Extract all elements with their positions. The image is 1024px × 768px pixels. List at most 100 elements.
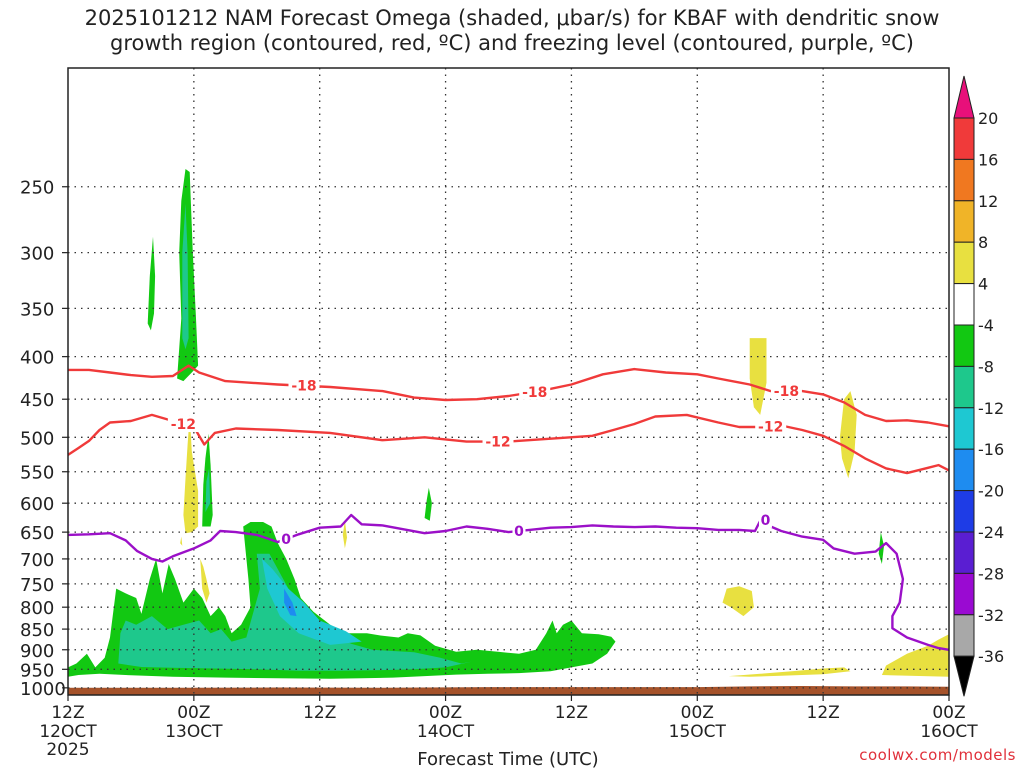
terrain xyxy=(68,686,949,695)
omega-pos-snow-4 xyxy=(180,536,183,546)
omega-pos-snow-2 xyxy=(200,558,210,603)
x-tick-label-84: 00Z xyxy=(932,703,965,723)
colorbar-label--8: -8 xyxy=(978,357,994,376)
colorbar-label--24: -24 xyxy=(978,523,1004,542)
colorbar-band--28 xyxy=(953,531,975,574)
y-tick-label-300: 300 xyxy=(20,244,54,265)
dendritic-lower-label-1: -12 xyxy=(485,435,510,451)
dendritic-upper-label-1: -18 xyxy=(522,385,547,401)
x-tick-label-24: 12Z xyxy=(303,703,336,723)
dendritic-lower-label-bg-0 xyxy=(167,416,199,433)
y-tick-label-1000: 1000 xyxy=(20,679,66,700)
x-tick-year-0: 2025 xyxy=(46,740,89,760)
freezing-level-line xyxy=(67,513,950,651)
colorbar-band-8 xyxy=(953,200,975,243)
dendritic-upper-label-bg-2 xyxy=(770,383,802,400)
plot-frame xyxy=(67,67,950,696)
grid-layer xyxy=(68,68,949,695)
freezing-level-label-bg-1 xyxy=(512,523,526,540)
colorbar-label--36: -36 xyxy=(978,647,1004,666)
y-tick-label-700: 700 xyxy=(20,550,54,571)
x-tick-label-48: 12Z xyxy=(555,703,588,723)
dendritic-upper-label-bg-1 xyxy=(519,383,551,400)
y-tick-label-600: 600 xyxy=(20,494,54,515)
credit-text: coolwx.com/models xyxy=(859,746,1016,764)
shaded-omega-layer xyxy=(68,169,949,695)
x-tick-date-36: 14OCT xyxy=(417,722,475,742)
omega-mid-spike-core xyxy=(205,468,211,513)
colorbar-band--8 xyxy=(953,324,975,367)
omega-pos-bottom-1 xyxy=(728,667,851,677)
omega-pos-right-low xyxy=(722,586,754,617)
omega-small-600 xyxy=(424,487,432,521)
y-tick-label-750: 750 xyxy=(20,575,54,596)
y-tick-label-850: 850 xyxy=(20,620,54,641)
omega-pos-snow-3 xyxy=(342,520,347,549)
colorbar-band--4 xyxy=(953,283,975,326)
y-tick-label-900: 900 xyxy=(20,641,54,662)
x-tick-date-0: 12OCT xyxy=(39,722,97,742)
freezing-level-label-bg-0 xyxy=(279,530,293,547)
dendritic-lower-label-bg-1 xyxy=(482,433,514,450)
dendritic-upper-line xyxy=(68,364,950,428)
colorbar-label--16: -16 xyxy=(978,440,1004,459)
x-tick-label-0: 12Z xyxy=(51,703,84,723)
colorbar-band--24 xyxy=(953,490,975,533)
colorbar-label--28: -28 xyxy=(978,564,1004,583)
colorbar-label--32: -32 xyxy=(978,606,1004,625)
contour-layer: -18 -18 -18 -12 -12 -12 0 0 0 xyxy=(67,364,950,651)
colorbar-label-20: 20 xyxy=(978,109,998,128)
dendritic-upper-label-bg-0 xyxy=(288,377,320,394)
y-tick-label-450: 450 xyxy=(20,390,54,411)
x-tick-label-72: 12Z xyxy=(807,703,840,723)
x-tick-date-60: 15OCT xyxy=(669,722,727,742)
y-tick-label-650: 650 xyxy=(20,523,54,544)
colorbar-label-8: 8 xyxy=(978,233,988,252)
colorbar-band-12 xyxy=(953,158,975,202)
dendritic-lower-label-2: -12 xyxy=(758,419,783,435)
y-tick-label-500: 500 xyxy=(20,428,54,449)
x-tick-label-36: 00Z xyxy=(429,703,462,723)
x-tick-label-60: 00Z xyxy=(681,703,714,723)
colorbar-band-top xyxy=(953,75,975,119)
axes-layer: 2503003504004505005506006507007508008509… xyxy=(20,67,978,760)
dendritic-lower-line xyxy=(67,413,950,475)
y-tick-label-350: 350 xyxy=(20,299,54,320)
y-tick-label-250: 250 xyxy=(20,178,54,199)
y-tick-label-800: 800 xyxy=(20,598,54,619)
colorbar-band--12 xyxy=(953,365,975,409)
omega-lower-core2 xyxy=(262,558,362,645)
colorbar-band--36 xyxy=(953,614,975,657)
omega-pos-bottom-2 xyxy=(881,634,949,677)
freezing-level-label-2: 0 xyxy=(761,513,771,529)
dendritic-lower-label-bg-2 xyxy=(755,418,787,435)
freezing-level-label-bg-2 xyxy=(758,511,772,528)
dendritic-upper-label-2: -18 xyxy=(774,384,799,400)
y-tick-label-950: 950 xyxy=(20,660,54,681)
colorbar-band--20 xyxy=(953,448,975,492)
colorbar-label-4: 4 xyxy=(978,275,988,294)
colorbar-band-bottom xyxy=(953,655,975,697)
omega-pos-upper-right xyxy=(749,338,767,415)
colorbar-label--20: -20 xyxy=(978,482,1004,501)
colorbar-band--32 xyxy=(953,572,975,616)
omega-pos-right-mid xyxy=(839,391,857,479)
omega-lower-core3 xyxy=(284,588,297,617)
colorbar-band-4 xyxy=(953,241,975,285)
chart-title: 2025101212 NAM Forecast Omega (shaded, μ… xyxy=(84,6,940,55)
omega-small-upper xyxy=(147,236,156,331)
x-tick-date-12: 13OCT xyxy=(165,722,223,742)
x-tick-label-12: 00Z xyxy=(177,703,210,723)
freezing-level-label-1: 0 xyxy=(514,524,524,540)
colorbar-label--4: -4 xyxy=(978,316,994,335)
colorbar-band--16 xyxy=(953,407,975,450)
colorbar-label-16: 16 xyxy=(978,150,998,169)
omega-upper-plume-core xyxy=(182,203,189,350)
colorbar: 20 16 12 8 4 -4 -8 -12 -16 -20 -24 -28 -32 -36 xyxy=(953,75,1004,697)
colorbar-band-16 xyxy=(953,117,975,160)
colorbar-label--12: -12 xyxy=(978,399,1004,418)
dendritic-lower-label-0: -12 xyxy=(171,417,196,433)
freezing-level-label-0: 0 xyxy=(281,532,291,548)
x-tick-date-84: 16OCT xyxy=(920,722,978,742)
